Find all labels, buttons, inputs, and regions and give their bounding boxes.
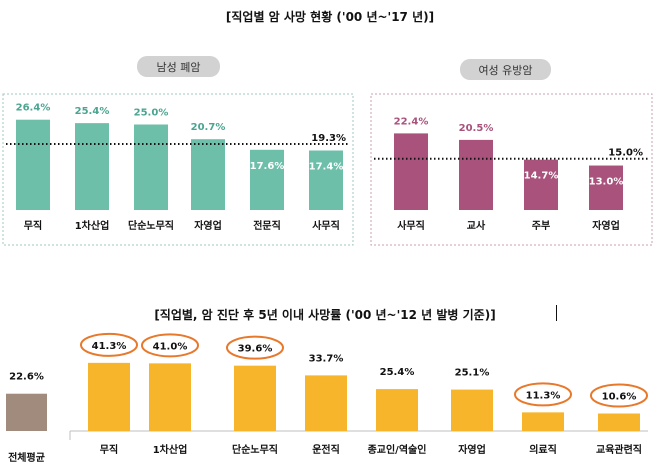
- female_breast-bar: [394, 133, 428, 210]
- male_lung-bar: [75, 123, 109, 210]
- mortality-bar: [88, 362, 130, 431]
- mortality-category-label: 운전직: [312, 443, 340, 456]
- male_lung-bar: [16, 119, 50, 210]
- mortality-category-label: 단순노무직: [232, 443, 278, 456]
- mortality-bar: [451, 389, 493, 431]
- mortality-category-label: 1차산업: [153, 443, 188, 456]
- mortality-value-label: 25.1%: [455, 368, 490, 379]
- female_breast-value-label: 20.5%: [459, 123, 494, 134]
- mortality-value-label: 10.6%: [602, 392, 637, 403]
- female-breast-pill: [460, 59, 551, 80]
- top-title: [직업별 암 사망 현황 ('00 년~'17 년)]: [226, 9, 434, 24]
- highlight-circle: [141, 333, 199, 358]
- mortality-value-label: 11.3%: [526, 390, 561, 401]
- male_lung-value-label: 25.0%: [134, 108, 169, 119]
- male_lung-category-label: 전문직: [253, 219, 281, 232]
- mortality-category-label: 교육관련직: [596, 443, 642, 456]
- mortality-category-label: 무직: [100, 443, 118, 456]
- male_lung-value-label: 17.6%: [250, 161, 285, 172]
- male_lung-category-label: 사무직: [312, 219, 340, 232]
- male_lung-bar: [191, 139, 225, 210]
- highlight-circle: [590, 383, 648, 408]
- female_breast-bar: [589, 165, 623, 210]
- highlight-circle: [514, 382, 572, 407]
- male_lung-bar: [134, 124, 168, 210]
- mortality-bar: [376, 389, 418, 431]
- male_lung-category-label: 무직: [24, 219, 42, 232]
- mortality-bar: [234, 365, 276, 431]
- male_lung-value-label: 20.7%: [191, 122, 226, 133]
- mortality-value-label: 25.4%: [380, 367, 415, 378]
- male_lung-reference-label: 19.3%: [311, 133, 346, 144]
- female_breast-bar: [524, 159, 558, 210]
- mortality-value-label: 41.3%: [92, 341, 127, 352]
- female_breast-category-label: 사무직: [397, 219, 425, 232]
- mortality-bar: [149, 363, 191, 431]
- male-lung-pill: [137, 56, 220, 77]
- mortality-bar: [305, 375, 347, 431]
- highlight-circle: [226, 335, 284, 360]
- mortality-bar: [598, 413, 640, 431]
- female_breast-category-label: 자영업: [592, 219, 620, 232]
- male_lung-category-label: 자영업: [194, 219, 222, 232]
- female_breast-category-label: 교사: [467, 219, 486, 232]
- overall-average-label: 전체평균: [8, 451, 45, 464]
- male_lung-bar: [309, 150, 343, 210]
- female_breast-value-label: 14.7%: [524, 171, 559, 182]
- overall-average-value: 22.6%: [9, 372, 44, 383]
- mortality-value-label: 39.6%: [238, 344, 273, 355]
- male_lung-bar: [250, 149, 284, 210]
- mortality-category-label: 의료직: [529, 443, 557, 456]
- mortality-bar: [522, 412, 564, 431]
- male-lung-panel: [2, 93, 354, 246]
- female-breast-panel: [370, 93, 653, 246]
- male_lung-value-label: 25.4%: [75, 106, 110, 117]
- male_lung-value-label: 17.4%: [309, 161, 344, 172]
- mortality-category-label: 자영업: [458, 443, 486, 456]
- female_breast-value-label: 22.4%: [394, 116, 429, 127]
- male_lung-value-label: 26.4%: [16, 103, 51, 114]
- mortality-value-label: 33.7%: [309, 353, 344, 364]
- female_breast-reference-label: 15.0%: [608, 148, 643, 159]
- male_lung-category-label: 1차산업: [75, 219, 110, 232]
- bottom-title-cursor: [556, 305, 557, 321]
- mortality-category-label: 종교인/역술인: [368, 443, 427, 456]
- female_breast-category-label: 주부: [532, 220, 550, 232]
- male-lung-subtitle: 남성 폐암: [157, 61, 201, 74]
- highlight-circle: [80, 332, 138, 357]
- bottom-title: [직업별, 암 진단 후 5년 이내 사망률 ('00 년~'12 년 발병 기…: [154, 307, 495, 322]
- overall-average-bar: [6, 393, 47, 431]
- female_breast-value-label: 13.0%: [589, 177, 624, 188]
- female_breast-bar: [459, 139, 493, 210]
- mortality-value-label: 41.0%: [153, 341, 188, 352]
- male_lung-category-label: 단순노무직: [128, 219, 174, 232]
- female-breast-subtitle: 여성 유방암: [478, 64, 532, 77]
